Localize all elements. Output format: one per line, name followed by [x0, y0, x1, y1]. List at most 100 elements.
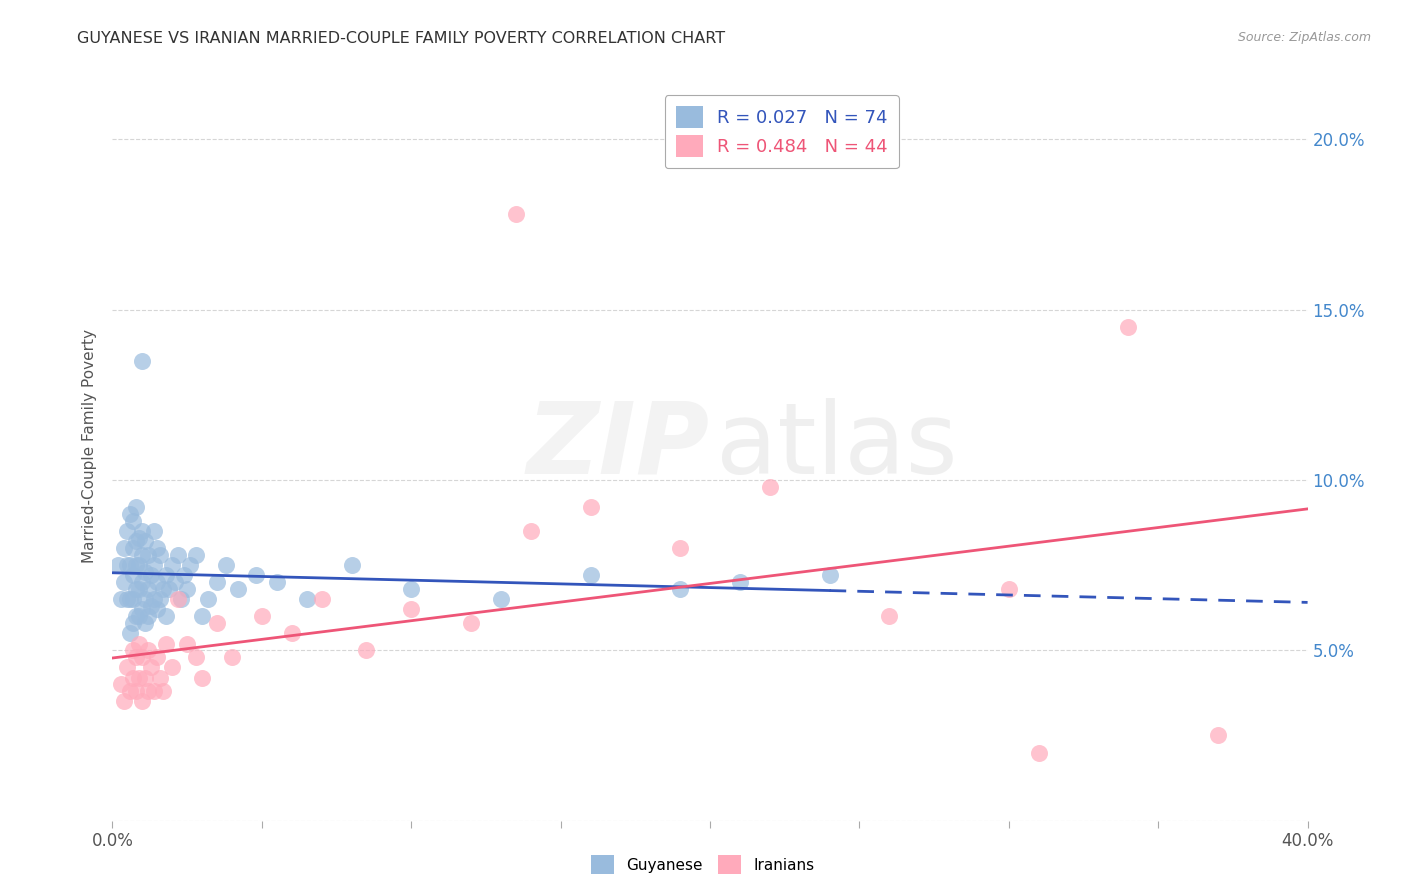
Point — [1028, 746, 1050, 760]
Point — [152, 582, 174, 596]
Point — [143, 684, 166, 698]
Point — [131, 354, 153, 368]
Point — [205, 616, 228, 631]
Point — [125, 534, 148, 549]
Point — [117, 592, 139, 607]
Point — [122, 592, 145, 607]
Point — [125, 609, 148, 624]
Legend: R = 0.027   N = 74, R = 0.484   N = 44: R = 0.027 N = 74, R = 0.484 N = 44 — [665, 95, 898, 169]
Point — [205, 575, 228, 590]
Text: atlas: atlas — [716, 398, 957, 494]
Point — [125, 500, 148, 515]
Point — [155, 568, 177, 582]
Point — [340, 558, 363, 573]
Point — [295, 592, 318, 607]
Point — [122, 643, 145, 657]
Point — [128, 531, 150, 545]
Point — [122, 671, 145, 685]
Point — [120, 507, 142, 521]
Point — [120, 626, 142, 640]
Point — [122, 616, 145, 631]
Point — [221, 650, 243, 665]
Point — [131, 548, 153, 562]
Point — [117, 524, 139, 538]
Point — [520, 524, 543, 538]
Point — [146, 541, 169, 556]
Text: Source: ZipAtlas.com: Source: ZipAtlas.com — [1237, 31, 1371, 45]
Point — [134, 671, 156, 685]
Point — [141, 599, 163, 613]
Point — [141, 568, 163, 582]
Point — [579, 500, 602, 515]
Point — [197, 592, 219, 607]
Point — [125, 684, 148, 698]
Point — [167, 592, 190, 607]
Point — [669, 582, 692, 596]
Point — [162, 558, 183, 573]
Point — [134, 534, 156, 549]
Point — [114, 575, 135, 590]
Point — [143, 524, 166, 538]
Point — [173, 568, 195, 582]
Point — [250, 609, 273, 624]
Point — [155, 636, 177, 650]
Point — [146, 602, 169, 616]
Point — [879, 609, 901, 624]
Legend: Guyanese, Iranians: Guyanese, Iranians — [585, 849, 821, 880]
Point — [117, 558, 139, 573]
Point — [107, 558, 129, 573]
Point — [460, 616, 482, 631]
Point — [152, 684, 174, 698]
Point — [131, 602, 153, 616]
Point — [138, 684, 160, 698]
Point — [1118, 319, 1140, 334]
Point — [191, 671, 214, 685]
Point — [122, 568, 145, 582]
Point — [125, 558, 148, 573]
Point — [134, 616, 156, 631]
Point — [146, 650, 169, 665]
Point — [170, 592, 193, 607]
Point — [149, 548, 172, 562]
Point — [356, 643, 378, 657]
Point — [1206, 729, 1229, 743]
Point — [122, 514, 145, 528]
Point — [120, 558, 142, 573]
Point — [131, 575, 153, 590]
Point — [155, 609, 177, 624]
Point — [401, 582, 423, 596]
Y-axis label: Married-Couple Family Poverty: Married-Couple Family Poverty — [82, 329, 97, 563]
Point — [226, 582, 249, 596]
Point — [138, 548, 160, 562]
Point — [125, 650, 148, 665]
Point — [149, 592, 172, 607]
Point — [728, 575, 751, 590]
Point — [120, 592, 142, 607]
Point — [186, 548, 208, 562]
Point — [114, 541, 135, 556]
Point — [489, 592, 512, 607]
Point — [167, 548, 190, 562]
Point — [110, 677, 132, 691]
Point — [143, 592, 166, 607]
Point — [191, 609, 214, 624]
Point — [759, 480, 782, 494]
Point — [146, 575, 169, 590]
Point — [266, 575, 288, 590]
Point — [138, 643, 160, 657]
Point — [143, 558, 166, 573]
Point — [579, 568, 602, 582]
Point — [117, 660, 139, 674]
Point — [131, 650, 153, 665]
Text: GUYANESE VS IRANIAN MARRIED-COUPLE FAMILY POVERTY CORRELATION CHART: GUYANESE VS IRANIAN MARRIED-COUPLE FAMIL… — [77, 31, 725, 46]
Point — [141, 660, 163, 674]
Point — [128, 671, 150, 685]
Point — [818, 568, 841, 582]
Point — [114, 694, 135, 708]
Point — [128, 582, 150, 596]
Point — [176, 636, 198, 650]
Point — [134, 565, 156, 579]
Point — [176, 582, 198, 596]
Point — [125, 582, 148, 596]
Point — [122, 541, 145, 556]
